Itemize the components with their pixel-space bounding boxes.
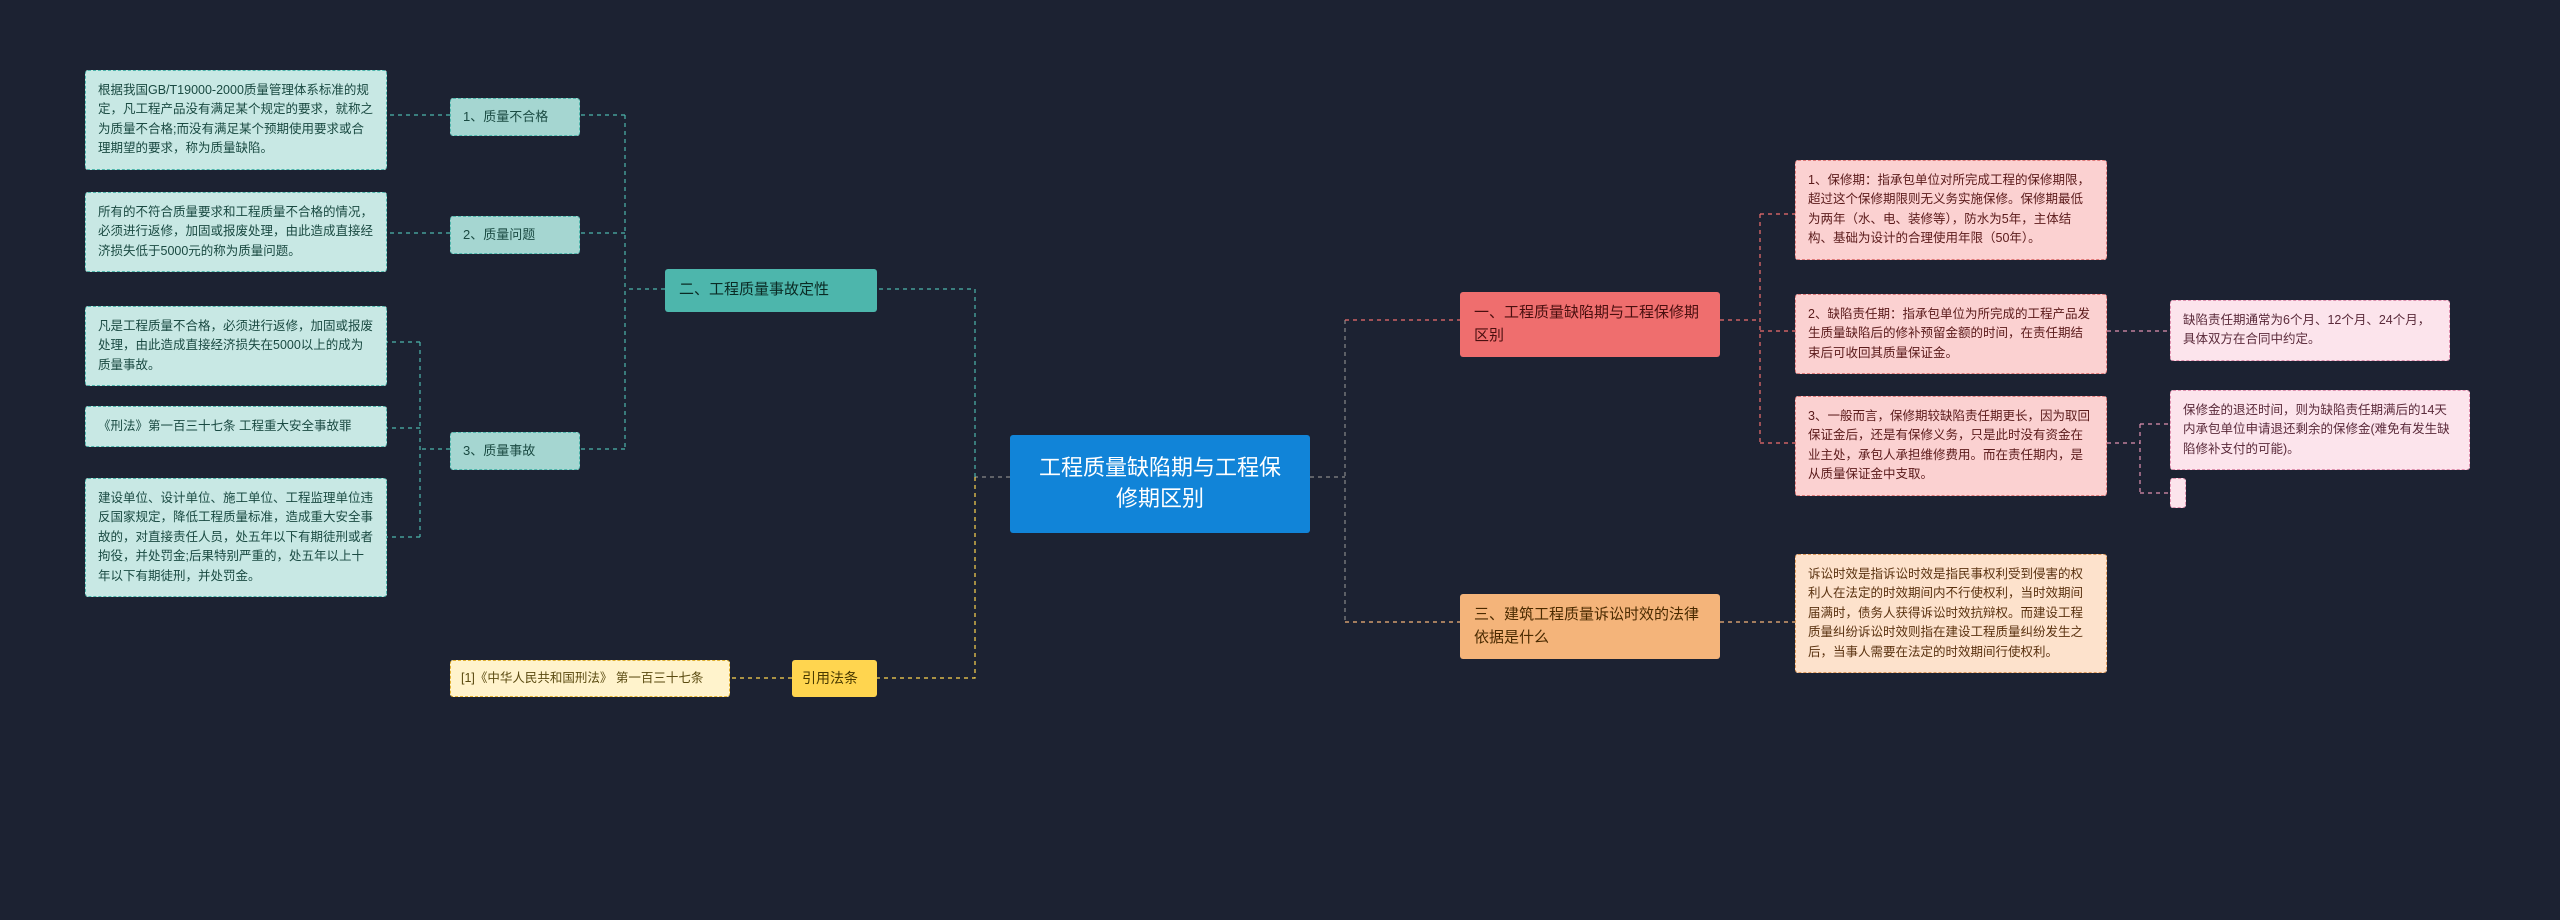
leaf-1-c: 3、一般而言，保修期较缺陷责任期更长，因为取回保证金后，还是有保修义务，只是此时… — [1795, 396, 2107, 496]
branch-ref-header: 引用法条 — [792, 660, 877, 697]
branch-2-header: 二、工程质量事故定性 — [665, 269, 877, 312]
leaf-2-3-c: 建设单位、设计单位、施工单位、工程监理单位违反国家规定，降低工程质量标准，造成重… — [85, 478, 387, 597]
leaf-2-3-b: 《刑法》第一百三十七条 工程重大安全事故罪 — [85, 406, 387, 447]
leaf-2-3-a: 凡是工程质量不合格，必须进行返修，加固或报废处理，由此造成直接经济损失在5000… — [85, 306, 387, 386]
branch-2-item-1: 1、质量不合格 — [450, 98, 580, 136]
leaf-2-2-a: 所有的不符合质量要求和工程质量不合格的情况，必须进行返修，加固或报废处理，由此造… — [85, 192, 387, 272]
detail-1-c-extra — [2170, 478, 2186, 508]
center-node: 工程质量缺陷期与工程保修期区别 — [1010, 435, 1310, 533]
leaf-2-1-a: 根据我国GB/T19000-2000质量管理体系标准的规定，凡工程产品没有满足某… — [85, 70, 387, 170]
leaf-ref-a: [1]《中华人民共和国刑法》 第一百三十七条 — [450, 660, 730, 697]
branch-2-item-2: 2、质量问题 — [450, 216, 580, 254]
detail-1-c: 保修金的退还时间，则为缺陷责任期满后的14天内承包单位申请退还剩余的保修金(难免… — [2170, 390, 2470, 470]
leaf-3-a: 诉讼时效是指诉讼时效是指民事权利受到侵害的权利人在法定的时效期间内不行使权利，当… — [1795, 554, 2107, 673]
branch-1-header: 一、工程质量缺陷期与工程保修期区别 — [1460, 292, 1720, 357]
branch-3-header: 三、建筑工程质量诉讼时效的法律依据是什么 — [1460, 594, 1720, 659]
detail-1-b: 缺陷责任期通常为6个月、12个月、24个月，具体双方在合同中约定。 — [2170, 300, 2450, 361]
leaf-1-a: 1、保修期：指承包单位对所完成工程的保修期限，超过这个保修期限则无义务实施保修。… — [1795, 160, 2107, 260]
leaf-1-b: 2、缺陷责任期：指承包单位为所完成的工程产品发生质量缺陷后的修补预留金额的时间，… — [1795, 294, 2107, 374]
branch-2-item-3: 3、质量事故 — [450, 432, 580, 470]
